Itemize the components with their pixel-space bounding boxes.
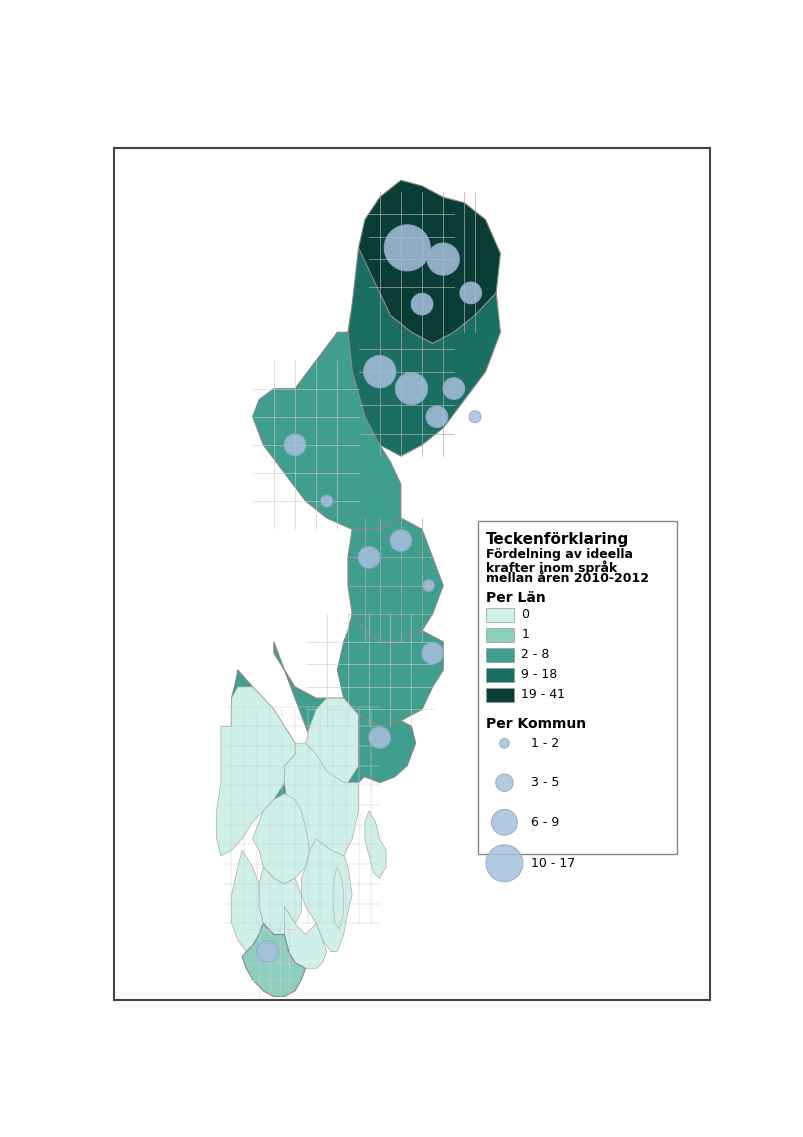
Circle shape [491, 810, 516, 836]
Text: 10 - 17: 10 - 17 [530, 857, 574, 870]
Polygon shape [358, 181, 499, 343]
Circle shape [426, 243, 459, 275]
Text: 9 - 18: 9 - 18 [520, 669, 557, 681]
Polygon shape [252, 332, 401, 529]
FancyBboxPatch shape [478, 522, 676, 854]
Text: 19 - 41: 19 - 41 [520, 688, 565, 702]
Circle shape [410, 293, 432, 315]
Polygon shape [231, 670, 301, 799]
Circle shape [395, 373, 427, 405]
Polygon shape [252, 794, 309, 883]
Text: Per Kommun: Per Kommun [485, 717, 585, 731]
Polygon shape [301, 839, 352, 952]
Bar [485, 667, 513, 681]
Circle shape [426, 406, 447, 428]
Circle shape [495, 774, 512, 791]
Text: 3 - 5: 3 - 5 [530, 777, 558, 789]
Text: Fördelning av ideella: Fördelning av ideella [485, 548, 632, 561]
Polygon shape [284, 906, 326, 969]
Polygon shape [365, 811, 385, 878]
Circle shape [442, 377, 464, 399]
Circle shape [389, 530, 411, 551]
Polygon shape [284, 744, 358, 868]
Polygon shape [337, 614, 442, 727]
Text: 1: 1 [520, 628, 528, 641]
Polygon shape [305, 698, 358, 794]
Circle shape [320, 496, 332, 507]
Circle shape [499, 739, 508, 748]
Bar [485, 688, 513, 702]
Polygon shape [259, 868, 301, 935]
Circle shape [486, 845, 522, 881]
Circle shape [422, 580, 434, 591]
Text: 2 - 8: 2 - 8 [520, 648, 549, 661]
Polygon shape [348, 248, 499, 456]
Text: Teckenförklaring: Teckenförklaring [485, 532, 629, 547]
Bar [485, 628, 513, 641]
Polygon shape [348, 518, 442, 642]
Text: krafter inom språk: krafter inom språk [485, 559, 617, 574]
Text: 6 - 9: 6 - 9 [530, 816, 558, 829]
Text: mellan åren 2010-2012: mellan åren 2010-2012 [485, 572, 648, 586]
Circle shape [358, 547, 380, 568]
Circle shape [369, 727, 390, 748]
Text: 0: 0 [520, 608, 528, 621]
Circle shape [384, 225, 430, 271]
Circle shape [422, 642, 443, 664]
Polygon shape [358, 715, 415, 782]
Bar [485, 648, 513, 662]
Text: 1 - 2: 1 - 2 [530, 737, 558, 749]
Text: Per Län: Per Län [485, 591, 545, 605]
Polygon shape [216, 687, 295, 856]
Polygon shape [332, 868, 344, 929]
Circle shape [283, 434, 305, 456]
Polygon shape [274, 642, 379, 782]
Circle shape [256, 940, 278, 962]
Polygon shape [231, 850, 263, 952]
Polygon shape [242, 923, 305, 996]
Circle shape [363, 356, 395, 388]
Bar [485, 607, 513, 622]
Circle shape [459, 282, 481, 304]
Circle shape [468, 410, 480, 423]
